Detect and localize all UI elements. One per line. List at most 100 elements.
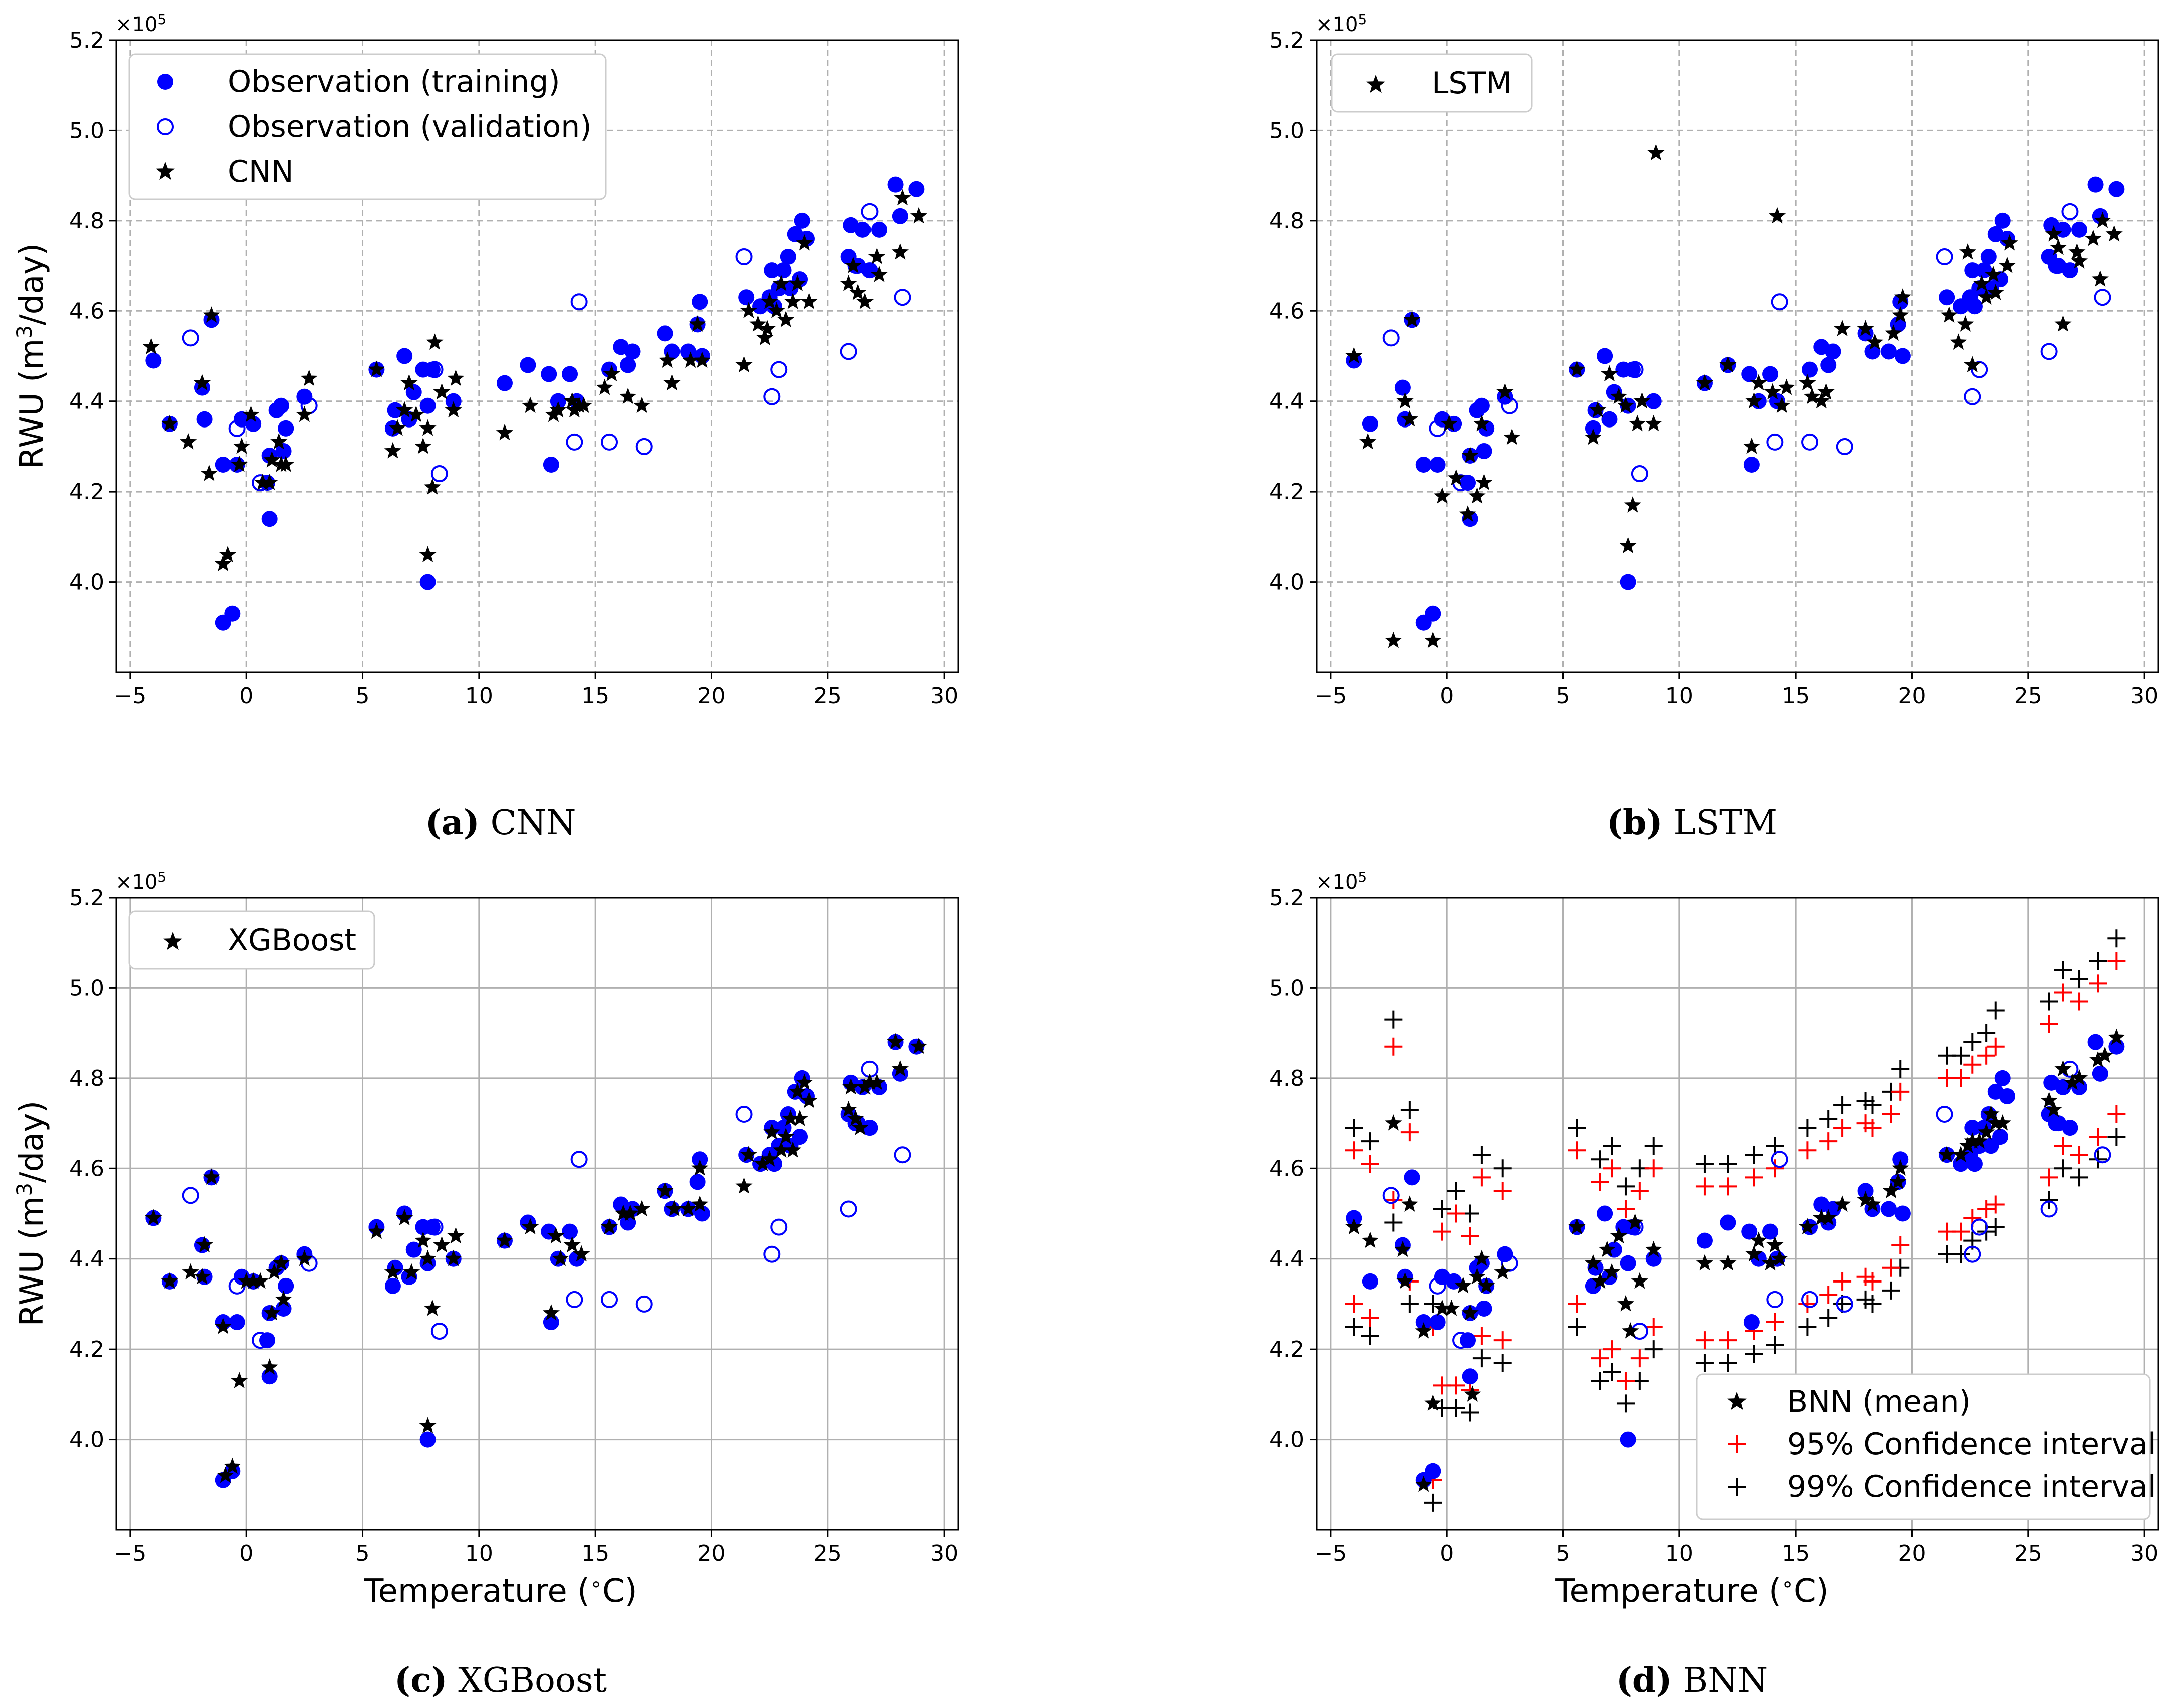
model-prediction-point — [231, 456, 248, 472]
model-prediction-point — [1633, 392, 1651, 409]
ci95-lower-point — [1695, 1331, 1714, 1350]
model-prediction-point — [1885, 324, 1902, 341]
caption-d: (d) BNN — [1616, 1660, 1768, 1700]
model-prediction-point — [1361, 1231, 1379, 1248]
observation-validation-point — [2094, 1146, 2111, 1164]
model-prediction-point — [891, 1060, 909, 1077]
model-prediction-point — [1433, 487, 1451, 504]
ci95-lower-point — [1493, 1331, 1512, 1350]
y-axis-label: RWU (m3/day) — [12, 243, 51, 469]
model-prediction-point — [614, 1204, 632, 1221]
model-prediction-point — [368, 360, 385, 377]
ci95-lower-point — [1882, 1258, 1900, 1277]
observation-validation-point — [635, 438, 653, 455]
model-prediction-point — [1415, 1475, 1432, 1492]
observation-training-point — [2062, 262, 2078, 279]
model-prediction-point — [1443, 1299, 1460, 1316]
model-prediction-point — [145, 1209, 162, 1226]
observation-validation-point — [1382, 329, 1400, 347]
x-tick-label: 30 — [2130, 1541, 2158, 1566]
observation-training-point — [541, 366, 557, 382]
y-tick-label: 5.0 — [1269, 118, 1304, 143]
model-prediction-point — [2094, 211, 2111, 228]
model-prediction-point — [238, 1272, 255, 1289]
observation-validation-point — [601, 433, 618, 451]
model-prediction-point — [621, 1204, 639, 1221]
model-prediction-point — [758, 320, 776, 336]
model-prediction-point — [219, 546, 237, 562]
ci99-lower-point — [1695, 1354, 1714, 1372]
model-prediction-point — [1766, 1236, 1784, 1253]
model-prediction-point — [1696, 374, 1714, 391]
model-prediction-point — [1964, 356, 1981, 373]
model-prediction-point — [633, 1200, 651, 1216]
model-prediction-point — [656, 1182, 674, 1198]
observation-training-point — [657, 325, 673, 342]
model-prediction-point — [1696, 1254, 1714, 1271]
x-tick-label: 15 — [581, 683, 609, 709]
x-axis-label: Temperature (∘C) — [363, 1573, 637, 1610]
model-prediction-point — [1617, 1295, 1635, 1312]
observation-training-point — [1620, 574, 1636, 590]
legend-box — [128, 910, 375, 970]
observation-validation-point — [1836, 438, 1853, 455]
y-tick-label: 5.2 — [69, 28, 104, 53]
ci99-lower-point — [1719, 1354, 1737, 1372]
model-prediction-point — [1568, 360, 1586, 377]
legend-marker-training — [157, 74, 173, 90]
ci99-lower-point — [1361, 1327, 1379, 1345]
x-tick-label: 20 — [1898, 1541, 1926, 1566]
ci95-upper-point — [1695, 1177, 1714, 1196]
observation-training-point — [1476, 443, 1492, 459]
model-prediction-point — [740, 302, 757, 318]
observation-validation-point — [1382, 1187, 1400, 1204]
model-prediction-point — [261, 474, 278, 490]
caption-c: (c) XGBoost — [394, 1660, 607, 1700]
x-tick-label: 25 — [2014, 1541, 2042, 1566]
observation-validation-point — [426, 361, 444, 378]
ci95-lower-point — [1361, 1308, 1379, 1327]
observation-training-point — [1802, 361, 1818, 378]
model-prediction-point — [1473, 1249, 1490, 1266]
model-prediction-point — [423, 478, 441, 495]
model-prediction-point — [596, 378, 613, 395]
y-tick-label: 4.8 — [69, 208, 104, 234]
model-prediction-point — [445, 1249, 462, 1266]
model-prediction-point — [1985, 266, 2002, 282]
observation-training-point — [273, 397, 289, 414]
observation-training-point — [871, 221, 888, 238]
observation-training-point — [1741, 366, 1758, 382]
x-tick-label: 0 — [1440, 1541, 1454, 1566]
ci99-upper-point — [1766, 1137, 1784, 1155]
x-tick-label: −5 — [1314, 1541, 1347, 1566]
x-tick-label: 15 — [1782, 1541, 1810, 1566]
model-prediction-point — [689, 315, 706, 332]
y-tick-label: 4.8 — [1269, 208, 1304, 234]
model-prediction-point — [1892, 306, 1909, 323]
legend-label-mean: BNN (mean) — [1787, 1384, 1971, 1419]
ci95-upper-point — [2070, 992, 2089, 1011]
ci99-lower-point — [1616, 1394, 1635, 1413]
model-prediction-point — [782, 1110, 799, 1126]
ci95-upper-point — [1863, 1119, 1882, 1137]
ci95-lower-point — [1384, 1191, 1403, 1209]
model-prediction-point — [1973, 275, 1990, 291]
y-tick-label: 4.0 — [1269, 1427, 1304, 1453]
ci95-lower-point — [1472, 1327, 1491, 1345]
x-tick-label: 20 — [697, 1541, 725, 1566]
ci95-lower-point — [1986, 1195, 2005, 1214]
observation-training-point — [384, 1277, 401, 1294]
observation-validation-point — [1771, 293, 1788, 311]
model-prediction-point — [847, 1110, 864, 1126]
model-prediction-point — [844, 257, 862, 273]
ci95-lower-point — [1603, 1340, 1621, 1359]
x-tick-label: 5 — [1556, 683, 1570, 709]
model-prediction-point — [1950, 333, 1967, 350]
observation-training-point — [224, 605, 241, 622]
observation-training-point — [694, 1205, 710, 1222]
model-prediction-point — [1745, 1245, 1763, 1262]
observation-training-point — [2062, 1120, 2078, 1136]
x-tick-label: 30 — [2130, 683, 2158, 709]
model-prediction-point — [910, 207, 928, 224]
observation-training-point — [215, 457, 231, 473]
